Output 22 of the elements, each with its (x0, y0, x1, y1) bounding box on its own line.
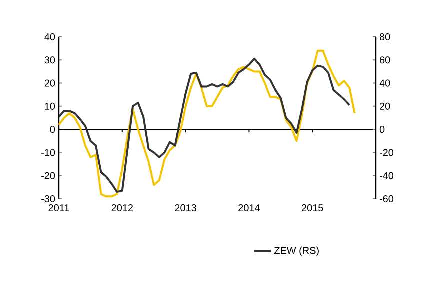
x-tick-label: 2015 (302, 204, 324, 212)
y2-tick-label: 80 (380, 33, 390, 41)
y-tick-label: 30 (44, 56, 56, 64)
y-tick-label: 40 (44, 33, 56, 41)
legend-label: ZEW (RS) (274, 246, 319, 256)
y2-tick-label: 60 (380, 56, 390, 64)
y2-tick-label: 0 (380, 126, 385, 134)
y2-tick-label: 40 (380, 80, 390, 87)
y-tick-label: -10 (42, 149, 56, 156)
y2-tick-label: -20 (380, 149, 394, 156)
y2-tick-label: -60 (380, 195, 394, 203)
y-tick-label: -20 (42, 172, 56, 180)
y2-tick-label: -40 (380, 172, 394, 180)
x-tick-label: 2012 (112, 204, 133, 212)
x-tick-label: 2011 (48, 204, 70, 212)
y-tick-label: 0 (50, 126, 56, 134)
y-tick-label: -30 (42, 195, 56, 203)
x-tick-label: 2014 (238, 204, 260, 212)
x-tick-label: 2013 (175, 204, 196, 212)
y-tick-label: 20 (44, 80, 56, 87)
y2-tick-label: 20 (380, 102, 390, 110)
y-tick-label: 10 (45, 102, 56, 110)
